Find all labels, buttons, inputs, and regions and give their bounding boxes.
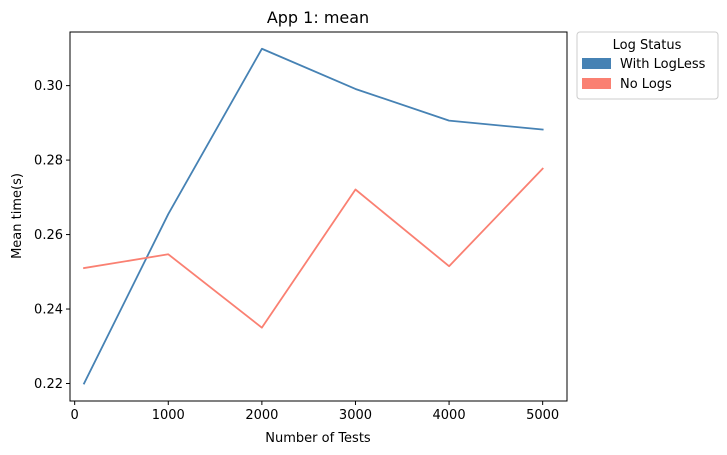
y-tick-label: 0.26 [34,228,63,243]
y-tick-label: 0.24 [34,303,63,318]
legend-frame [576,31,719,100]
y-tick-label: 0.22 [34,377,63,392]
plot-area [82,47,544,385]
plot-frame [69,31,568,402]
y-tick-label: 0.30 [34,79,63,94]
series-line-0 [82,47,544,385]
legend-label: With LogLess [620,57,706,72]
legend-items: With LogLess No Logs [582,57,706,92]
x-axis: 0 1000 2000 3000 4000 5000 [71,401,559,423]
x-axis-label: Number of Tests [265,431,371,446]
x-tick-label: 0 [71,408,79,423]
legend-swatch [582,58,611,69]
y-tick-label: 0.28 [34,154,63,169]
y-axis-label: Mean time(s) [10,173,25,259]
y-axis: 0.22 0.24 0.26 0.28 0.30 [34,79,70,392]
legend-label: No Logs [620,77,672,92]
x-tick-label: 3000 [339,408,372,423]
x-tick-label: 5000 [526,408,559,423]
legend-swatch [582,78,611,89]
chart-title: App 1: mean [267,8,369,27]
x-tick-label: 1000 [152,408,185,423]
x-tick-label: 2000 [245,408,278,423]
x-tick-label: 4000 [433,408,466,423]
series-line-1 [83,167,544,329]
legend: Log Status With LogLess No Logs [576,31,719,100]
legend-title: Log Status [613,38,682,53]
